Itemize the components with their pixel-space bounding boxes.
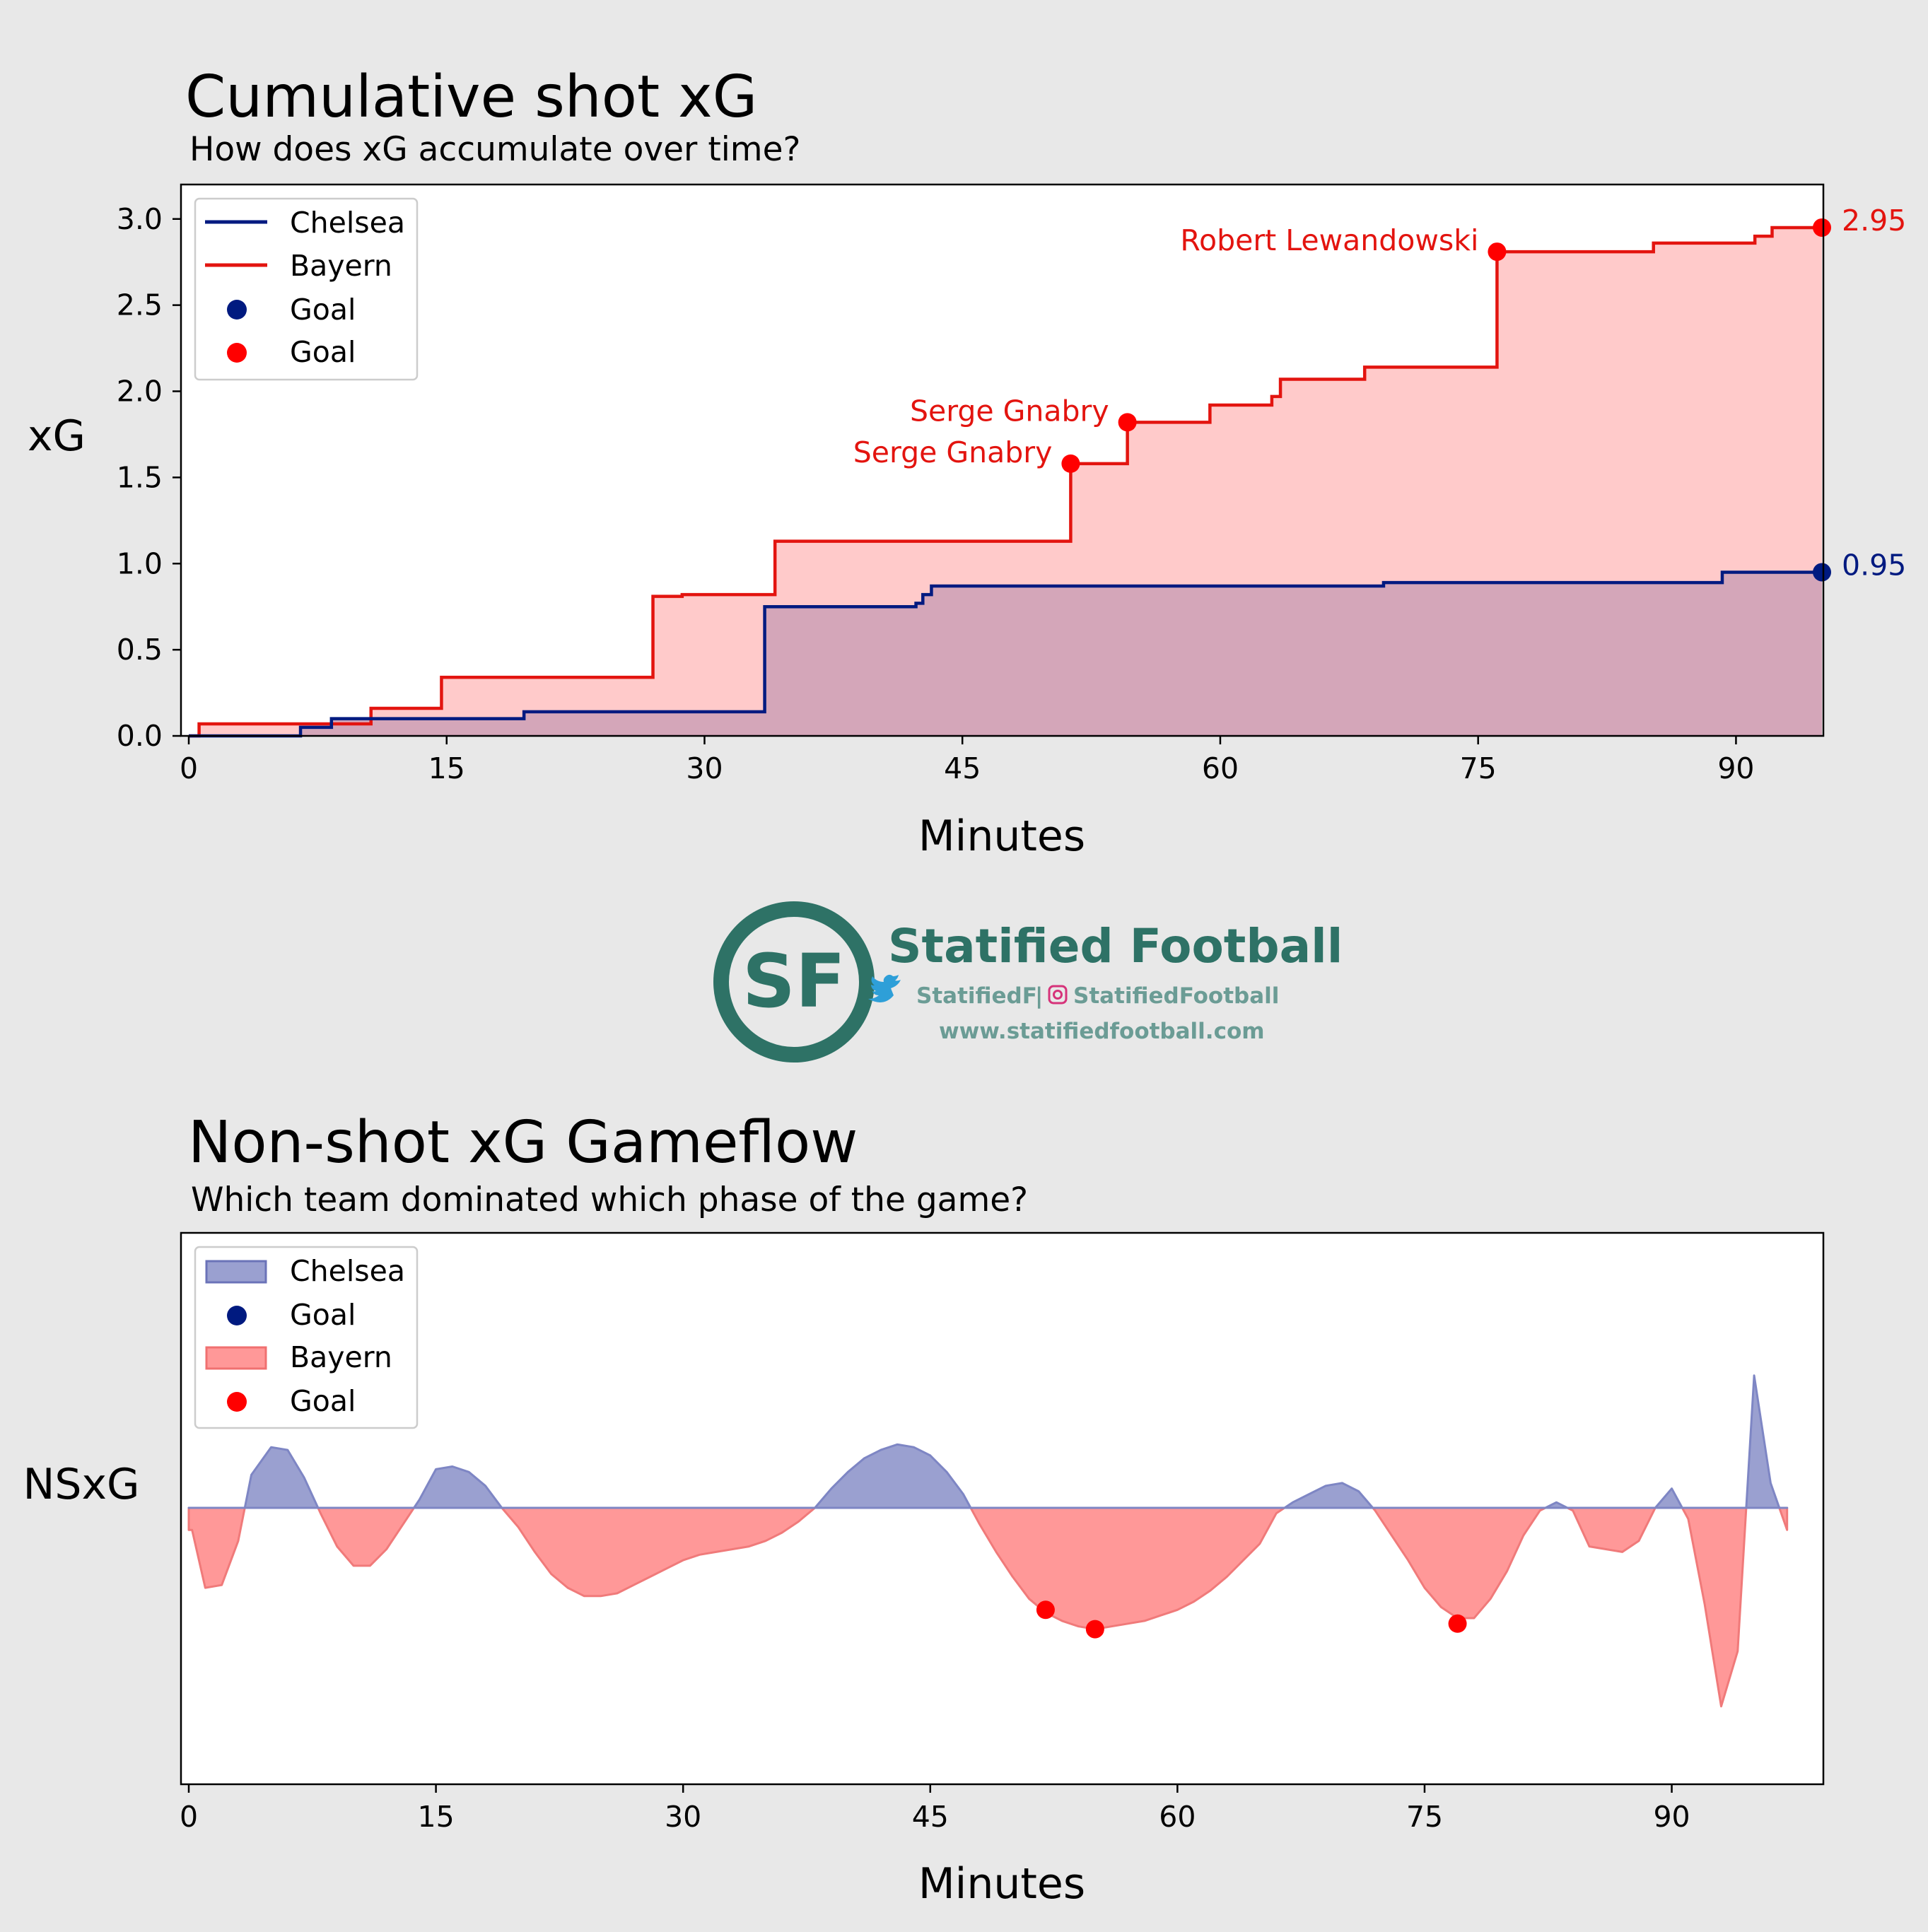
- x-tick-label: 45: [944, 751, 981, 785]
- goal-marker: [1036, 1600, 1055, 1620]
- chart2-legend: Chelsea Goal Bayern Goal: [194, 1246, 419, 1429]
- goal-marker: [1813, 563, 1831, 582]
- x-tick-label: 60: [1159, 1800, 1196, 1834]
- x-tick-label: 30: [665, 1800, 701, 1834]
- goal-marker: [1448, 1614, 1467, 1633]
- chart2-legend-label: Goal: [290, 1298, 356, 1332]
- chart1-title: Cumulative shot xG: [185, 64, 757, 131]
- nsxg-area-chelsea: [187, 1374, 1789, 1509]
- x-tick-label: 30: [686, 751, 723, 785]
- legend-bayern-area-swatch: [205, 1346, 267, 1370]
- legend-chelsea-goal-swatch: [227, 300, 247, 320]
- chart1-x-axis-label: Minutes: [918, 812, 1085, 861]
- chart1-legend: Chelsea Bayern Goal Goal: [194, 197, 419, 381]
- cum-fill-chelsea: [189, 572, 1822, 736]
- x-tick-label: 45: [912, 1800, 949, 1834]
- chart1-legend-label: Bayern: [290, 249, 392, 283]
- chart1-annotations: 2.95 0.95 Serge Gnabry Serge Gnabry Robert L…: [853, 204, 1907, 582]
- legend-chelsea-area-swatch: [205, 1260, 267, 1284]
- logo-separator: |: [1035, 983, 1043, 1009]
- chart1-legend-label: Chelsea: [290, 206, 405, 240]
- goal-scorer-label: Serge Gnabry: [910, 394, 1109, 428]
- goal-scorer-label: Serge Gnabry: [853, 435, 1053, 469]
- chart1-y-ticks: 0.0 0.5 1.0 1.5 2.0 2.5 3.0: [117, 202, 181, 753]
- y-tick-label: 0.5: [117, 633, 163, 667]
- logo-monogram: SF: [742, 938, 846, 1024]
- legend-chelsea-goal-swatch: [227, 1306, 247, 1325]
- x-tick-label: 90: [1717, 751, 1754, 785]
- goal-marker: [1813, 218, 1831, 237]
- chart1-x-ticks: 0 15 30 45 60 75 90: [180, 736, 1755, 785]
- final-xg-label-bayern: 2.95: [1842, 204, 1906, 238]
- y-tick-label: 2.0: [117, 375, 163, 409]
- logo-instagram-handle: StatifiedFootball: [1073, 983, 1279, 1009]
- cumulative-xg-chart: Cumulative shot xG How does xG accumulat…: [28, 64, 1906, 861]
- chart2-subtitle: Which team dominated which phase of the …: [191, 1181, 1028, 1219]
- chart2-legend-label: Bayern: [290, 1340, 392, 1374]
- goal-marker: [1085, 1620, 1104, 1639]
- chart2-x-axis-label: Minutes: [918, 1859, 1085, 1909]
- chart1-frame: [180, 183, 1825, 737]
- chart2-goal-markers: [1036, 1600, 1467, 1639]
- statified-football-logo: SF Statified Football StatifiedF | Stati…: [713, 901, 1343, 1062]
- x-tick-label: 0: [180, 1800, 198, 1834]
- logo-title: Statified Football: [888, 919, 1343, 973]
- chart2-legend-box: [194, 1246, 419, 1429]
- legend-bayern-goal-swatch: [227, 1392, 247, 1412]
- chart1-y-axis-label: xG: [28, 411, 86, 461]
- logo-ring: [713, 901, 875, 1062]
- chart2-legend-label: Chelsea: [290, 1254, 405, 1288]
- chart1-legend-label: Goal: [290, 335, 356, 369]
- y-tick-label: 2.5: [117, 288, 163, 322]
- chart2-areas: [187, 1374, 1789, 1708]
- chart2-frame: [180, 1231, 1825, 1786]
- y-tick-label: 0.0: [117, 719, 163, 753]
- cum-line-chelsea: [189, 570, 1822, 738]
- nsxg-gameflow-chart: Non-shot xG Gameflow Which team dominate…: [23, 1109, 1825, 1909]
- y-tick-label: 1.5: [117, 460, 163, 494]
- x-tick-label: 0: [180, 751, 198, 785]
- y-tick-label: 3.0: [117, 202, 163, 236]
- goal-marker: [1118, 413, 1137, 432]
- goal-marker: [1061, 454, 1080, 473]
- goal-scorer-label: Robert Lewandowski: [1180, 223, 1478, 257]
- logo-twitter-handle: StatifiedF: [916, 983, 1037, 1009]
- x-tick-label: 60: [1202, 751, 1239, 785]
- chart1-legend-box: [194, 197, 419, 381]
- goal-marker: [1488, 242, 1507, 262]
- chart2-y-axis-label: NSxG: [23, 1460, 140, 1509]
- chart2-title: Non-shot xG Gameflow: [188, 1109, 858, 1176]
- chart1-fills: [189, 227, 1822, 736]
- x-tick-label: 15: [418, 1800, 455, 1834]
- chart1-subtitle: How does xG accumulate over time?: [189, 130, 800, 169]
- final-xg-label-chelsea: 0.95: [1842, 548, 1906, 582]
- chart1-legend-label: Goal: [290, 293, 356, 327]
- y-tick-label: 1.0: [117, 546, 163, 580]
- x-tick-label: 90: [1653, 1800, 1690, 1834]
- instagram-icon: [1048, 985, 1068, 1005]
- chart2-x-ticks: 0 15 30 45 60 75 90: [180, 1784, 1690, 1834]
- legend-bayern-goal-swatch: [227, 343, 247, 363]
- chart2-legend-label: Goal: [290, 1384, 356, 1418]
- x-tick-label: 75: [1460, 751, 1497, 785]
- logo-website: www.statifiedfootball.com: [939, 1019, 1265, 1044]
- x-tick-label: 75: [1406, 1800, 1443, 1834]
- x-tick-label: 15: [428, 751, 465, 785]
- chart1-goal-markers: [1061, 218, 1831, 582]
- twitter-icon: [868, 974, 901, 1002]
